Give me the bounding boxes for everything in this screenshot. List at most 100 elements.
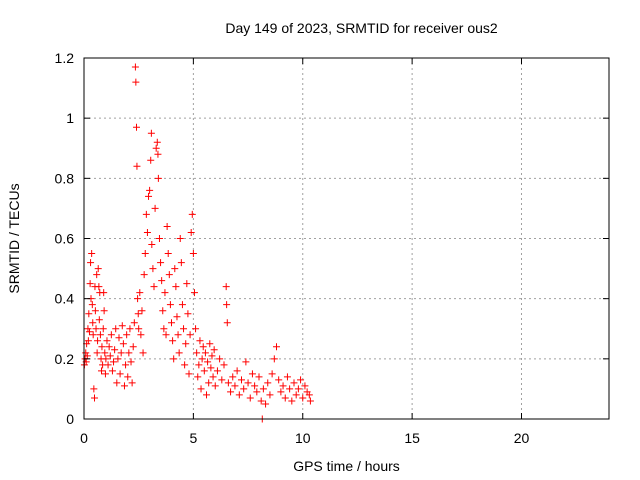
- data-point: [292, 391, 300, 399]
- y-tick-label: 0.4: [55, 291, 75, 307]
- data-point: [108, 367, 116, 375]
- data-point: [135, 325, 143, 333]
- data-point: [110, 358, 118, 366]
- data-point: [253, 388, 261, 396]
- data-point: [134, 310, 142, 318]
- y-tick-label: 0: [66, 411, 74, 427]
- data-point: [251, 382, 259, 390]
- data-point: [223, 319, 231, 327]
- y-tick-label: 1.2: [55, 50, 75, 66]
- data-point: [125, 349, 133, 357]
- data-point: [193, 349, 201, 357]
- data-point: [283, 373, 291, 381]
- data-point: [266, 391, 274, 399]
- x-tick-label: 5: [189, 430, 197, 446]
- data-point: [162, 331, 170, 339]
- data-point: [88, 301, 96, 309]
- data-point: [197, 385, 205, 393]
- data-point: [175, 349, 183, 357]
- data-point: [171, 265, 179, 273]
- data-point: [186, 331, 194, 339]
- data-point: [240, 385, 248, 393]
- data-point: [210, 346, 218, 354]
- data-point: [129, 343, 137, 351]
- data-point: [174, 331, 182, 339]
- data-point: [152, 144, 160, 152]
- data-point: [141, 250, 149, 258]
- data-point: [190, 289, 198, 297]
- data-point: [93, 271, 101, 279]
- data-point: [157, 259, 165, 267]
- data-point: [85, 328, 93, 336]
- data-point: [268, 370, 276, 378]
- data-point: [107, 331, 115, 339]
- data-point: [165, 271, 173, 279]
- data-point: [246, 394, 254, 402]
- data-point: [231, 382, 239, 390]
- data-point: [140, 271, 148, 279]
- data-point: [281, 394, 289, 402]
- data-point: [172, 283, 180, 291]
- x-tick-label: 15: [404, 430, 420, 446]
- data-point: [111, 346, 119, 354]
- data-point: [93, 349, 101, 357]
- data-point: [270, 355, 278, 363]
- data-point: [147, 156, 155, 164]
- data-point: [199, 343, 207, 351]
- data-point: [103, 337, 111, 345]
- y-tick-label: 0.6: [55, 231, 75, 247]
- data-point: [208, 352, 216, 360]
- data-point: [242, 358, 250, 366]
- data-point: [220, 361, 228, 369]
- x-tick-label: 0: [80, 430, 88, 446]
- data-point: [288, 397, 296, 405]
- data-point: [233, 367, 241, 375]
- data-point: [94, 265, 102, 273]
- data-point: [99, 325, 107, 333]
- data-point: [163, 222, 171, 230]
- data-point: [168, 319, 175, 327]
- data-point: [142, 210, 150, 218]
- data-point: [119, 340, 127, 348]
- data-point: [238, 376, 245, 384]
- data-point: [170, 355, 178, 363]
- data-point: [229, 373, 237, 381]
- data-point: [86, 280, 94, 288]
- data-point: [194, 373, 202, 381]
- data-point: [115, 334, 123, 342]
- x-tick-label: 10: [295, 430, 311, 446]
- data-point: [87, 259, 95, 267]
- data-point: [244, 379, 252, 387]
- data-point: [126, 325, 134, 333]
- data-point: [204, 358, 212, 366]
- data-point: [82, 349, 90, 357]
- data-point: [248, 370, 256, 378]
- data-point: [149, 265, 157, 273]
- data-point: [116, 370, 124, 378]
- data-point: [188, 210, 196, 218]
- data-point: [159, 307, 167, 315]
- data-point: [259, 385, 267, 393]
- data-point: [98, 367, 105, 375]
- data-point: [201, 349, 209, 357]
- data-point: [273, 343, 280, 351]
- data-point: [216, 355, 224, 363]
- data-point: [218, 376, 226, 384]
- data-point: [128, 379, 136, 387]
- y-tick-label: 1: [66, 110, 74, 126]
- data-point: [161, 289, 169, 297]
- data-point: [134, 295, 142, 303]
- data-point: [90, 385, 98, 393]
- data-point: [95, 283, 103, 291]
- data-point: [114, 355, 122, 363]
- data-point: [138, 307, 146, 315]
- data-point: [136, 289, 144, 297]
- data-point: [127, 358, 135, 366]
- data-point: [185, 370, 193, 378]
- data-point: [130, 319, 138, 327]
- data-point: [117, 349, 125, 357]
- data-point: [154, 174, 162, 182]
- data-point: [91, 307, 99, 315]
- data-point: [279, 382, 287, 390]
